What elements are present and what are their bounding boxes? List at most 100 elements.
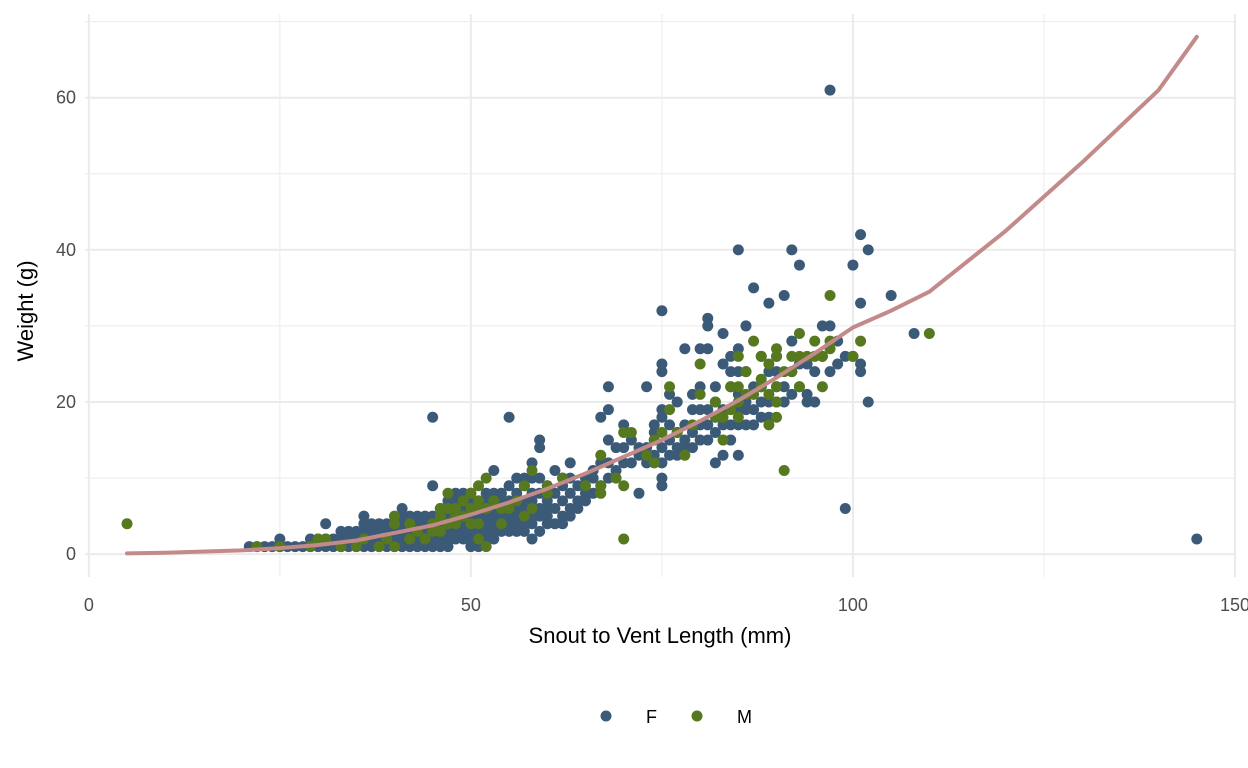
data-point-f (541, 495, 553, 507)
data-point-m (778, 464, 790, 476)
data-point-m (694, 388, 706, 400)
data-point-m (847, 350, 859, 362)
data-point-f (480, 525, 492, 537)
data-point-f (855, 297, 867, 309)
data-point-m (694, 358, 706, 370)
data-point-f (778, 290, 790, 301)
data-point-m (732, 381, 744, 393)
data-point-f (419, 510, 431, 522)
data-point-f (495, 510, 507, 522)
data-point-f (404, 541, 416, 553)
data-point-f (457, 533, 469, 545)
data-point-f (702, 404, 714, 416)
data-point-f (717, 419, 729, 431)
data-point-f (381, 541, 393, 553)
data-point-f (396, 510, 408, 522)
data-point-m (717, 411, 729, 423)
data-point-f (641, 381, 653, 393)
data-point-m (457, 495, 469, 507)
data-point-f (809, 366, 821, 378)
x-axis-ticks: 0 50 100 150 (84, 595, 1248, 615)
data-point-m (473, 495, 485, 507)
data-point-f (335, 525, 347, 537)
data-point-f (679, 442, 691, 454)
data-point-f (343, 525, 355, 537)
data-point-m (625, 426, 637, 438)
data-point-f (381, 518, 393, 530)
data-point-f (656, 411, 668, 423)
data-point-f (511, 487, 523, 499)
data-point-f (740, 320, 752, 332)
data-point-f (450, 533, 462, 545)
data-point-f (541, 510, 553, 522)
data-point-f (656, 358, 668, 370)
data-point-f (694, 381, 706, 393)
data-point-f (748, 419, 760, 431)
data-point-m (771, 396, 783, 408)
data-point-f (725, 366, 737, 378)
data-point-f (557, 495, 569, 507)
data-point-f (534, 434, 546, 446)
data-point-f (778, 396, 790, 408)
grid-minor (85, 14, 1235, 577)
data-point-m (388, 510, 400, 522)
data-point-m (480, 541, 492, 553)
data-point-f (503, 510, 515, 522)
data-point-f (366, 518, 378, 530)
data-point-m (465, 518, 477, 530)
data-point-f (465, 533, 477, 545)
data-point-f (686, 426, 698, 438)
data-point-f (526, 518, 538, 530)
data-point-f (748, 404, 760, 416)
data-point-f (411, 533, 423, 545)
data-point-m (312, 533, 324, 545)
data-point-m (388, 541, 400, 553)
data-point-f (1191, 533, 1203, 545)
y-axis-ticks: 0 20 40 60 (56, 88, 76, 564)
data-point-f (656, 404, 668, 416)
data-point-f (366, 541, 378, 553)
data-point-f (534, 510, 546, 522)
data-point-f (518, 472, 530, 484)
data-point-f (671, 396, 683, 408)
data-point-m (518, 480, 530, 492)
data-point-f (816, 320, 828, 332)
data-point-m (473, 518, 485, 530)
data-point-f (511, 525, 523, 537)
legend-label-f: F (646, 707, 657, 727)
data-point-f (702, 434, 714, 446)
data-point-f (862, 244, 874, 256)
data-point-m (618, 480, 630, 492)
data-point-m (442, 487, 454, 499)
y-tick-label: 0 (66, 544, 76, 564)
data-point-f (717, 449, 729, 461)
data-point-f (434, 533, 446, 545)
legend-label-m: M (737, 707, 752, 727)
data-point-f (656, 366, 668, 378)
data-point-f (748, 282, 760, 294)
data-point-f (480, 495, 492, 507)
data-point-m (595, 449, 607, 461)
data-point-f (793, 259, 805, 271)
data-point-f (503, 525, 515, 537)
data-point-m (771, 381, 783, 393)
data-point-f (755, 411, 767, 423)
data-point-m (656, 426, 668, 438)
data-point-f (732, 404, 744, 416)
data-point-f (419, 541, 431, 553)
data-point-m (755, 373, 767, 385)
data-point-f (465, 525, 477, 537)
data-point-f (350, 525, 362, 537)
data-point-f (778, 381, 790, 393)
data-point-f (625, 457, 637, 469)
data-point-f (427, 533, 439, 545)
data-point-m (923, 328, 935, 340)
data-point-f (549, 464, 561, 476)
data-point-f (480, 510, 492, 522)
data-point-m (771, 411, 783, 423)
data-point-f (595, 411, 607, 423)
data-point-f (686, 388, 698, 400)
data-point-f (648, 449, 660, 461)
